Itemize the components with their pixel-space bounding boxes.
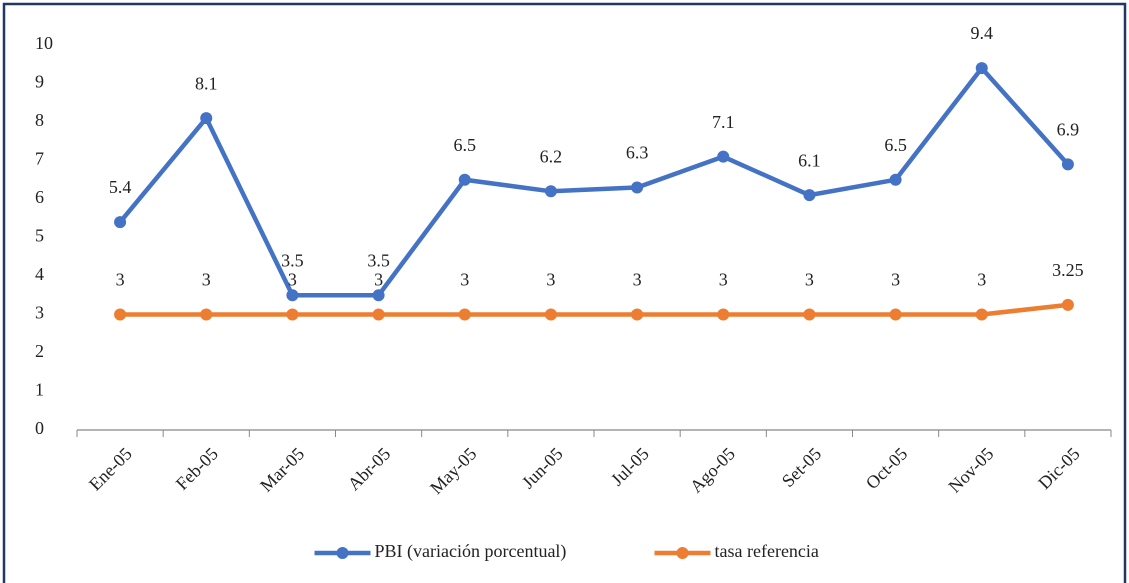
- data-label: 3: [116, 270, 125, 290]
- data-label: 3: [633, 270, 642, 290]
- marker: [889, 173, 902, 186]
- data-label: 3: [202, 270, 211, 290]
- x-tick-label: Mar-05: [256, 444, 308, 496]
- data-label: 6.5: [454, 135, 477, 155]
- x-tick-label: Nov-05: [944, 444, 997, 497]
- x-tick-label: Jul-05: [607, 444, 653, 490]
- x-tick-label: Dic-05: [1034, 444, 1083, 493]
- marker: [803, 308, 816, 321]
- marker: [717, 308, 730, 321]
- marker: [803, 189, 816, 202]
- marker: [286, 289, 299, 302]
- data-label: 6.3: [626, 143, 649, 163]
- marker: [286, 308, 299, 321]
- y-tick-label: 5: [35, 226, 44, 246]
- marker: [717, 150, 730, 163]
- x-tick-label: Set-05: [778, 444, 825, 491]
- x-tick-label: Jun-05: [518, 444, 567, 493]
- x-tick-label: May-05: [426, 444, 480, 498]
- data-label: 6.2: [540, 146, 563, 166]
- marker: [114, 216, 127, 229]
- y-tick-label: 6: [35, 187, 44, 207]
- data-label: 8.1: [195, 73, 218, 93]
- marker: [458, 173, 471, 186]
- legend-label: tasa referencia: [715, 541, 819, 561]
- y-tick-label: 7: [35, 149, 44, 169]
- legend-marker: [676, 547, 689, 559]
- data-label: 3: [288, 270, 297, 290]
- marker: [114, 308, 127, 321]
- legend-marker: [336, 547, 349, 559]
- series-line: [120, 302, 1069, 317]
- marker: [544, 185, 557, 198]
- x-tick-label: Ene-05: [85, 444, 136, 495]
- data-label: 3: [460, 270, 469, 290]
- x-tick-label: Feb-05: [172, 444, 222, 494]
- data-label: 6.1: [798, 150, 821, 170]
- y-tick-label: 1: [35, 380, 44, 400]
- marker: [1061, 298, 1074, 311]
- marker: [200, 308, 213, 321]
- marker: [1061, 158, 1074, 171]
- marker: [631, 181, 644, 194]
- data-label: 3: [891, 270, 900, 290]
- data-label: 3: [546, 270, 555, 290]
- data-label: 5.4: [109, 177, 132, 197]
- data-label: 7.1: [712, 112, 735, 132]
- data-label: 3: [977, 270, 986, 290]
- marker: [544, 308, 557, 321]
- marker: [631, 308, 644, 321]
- marker: [372, 289, 385, 302]
- data-label: 6.9: [1057, 119, 1080, 139]
- y-tick-label: 4: [35, 264, 44, 284]
- data-label: 3: [719, 270, 728, 290]
- legend-label: PBI (variación porcentual): [375, 541, 567, 562]
- y-tick-label: 0: [35, 418, 44, 438]
- data-label: 3.5: [281, 250, 304, 270]
- marker: [975, 62, 988, 75]
- marker: [372, 308, 385, 321]
- x-tick-label: Ago-05: [686, 444, 739, 497]
- data-label: 3.5: [367, 250, 390, 270]
- marker: [975, 308, 988, 321]
- series-line: [118, 65, 1070, 298]
- y-tick-label: 3: [35, 303, 44, 323]
- data-label: 9.4: [971, 23, 994, 43]
- y-tick-label: 8: [35, 110, 44, 130]
- data-label: 3.25: [1052, 260, 1084, 280]
- data-label: 3: [374, 270, 383, 290]
- data-label: 3: [805, 270, 814, 290]
- marker: [200, 112, 213, 125]
- marker: [889, 308, 902, 321]
- y-tick-label: 10: [35, 33, 53, 53]
- x-tick-label: Oct-05: [862, 444, 911, 493]
- marker: [458, 308, 471, 321]
- y-tick-label: 2: [35, 341, 44, 361]
- y-tick-label: 9: [35, 72, 44, 92]
- x-tick-label: Abr-05: [344, 444, 395, 495]
- data-label: 6.5: [884, 135, 907, 155]
